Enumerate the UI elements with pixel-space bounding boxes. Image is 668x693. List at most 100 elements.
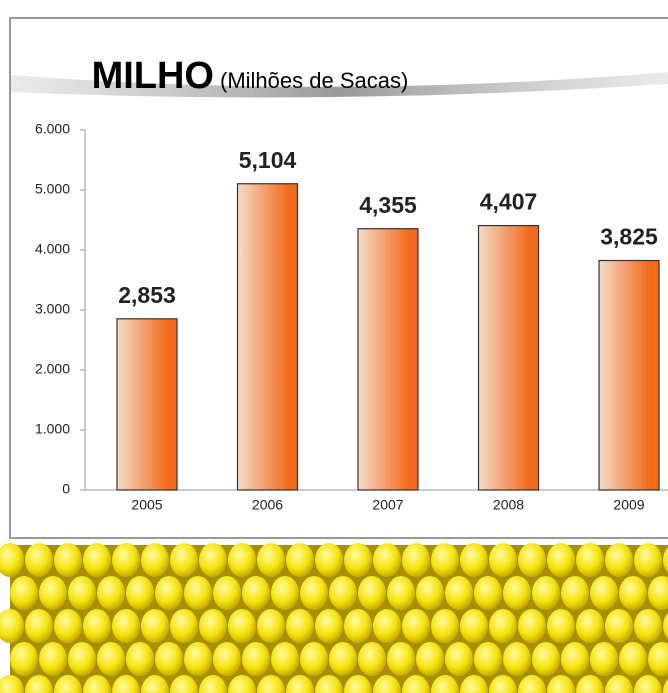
kernel — [126, 576, 154, 610]
kernel — [39, 642, 67, 676]
kernel — [576, 543, 604, 577]
bar — [598, 259, 660, 491]
kernel — [532, 642, 560, 676]
kernel — [271, 642, 299, 676]
value-label: 4,355 — [359, 192, 417, 218]
kernel — [329, 576, 357, 610]
kernel — [315, 543, 343, 577]
kernel — [0, 675, 24, 693]
kernel — [0, 543, 24, 577]
kernel — [402, 609, 430, 643]
kernel — [170, 675, 198, 693]
kernel — [474, 642, 502, 676]
kernel — [460, 543, 488, 577]
kernel — [83, 609, 111, 643]
kernel — [489, 543, 517, 577]
kernel — [648, 576, 668, 610]
kernel — [503, 576, 531, 610]
kernel — [576, 675, 604, 693]
kernel — [344, 675, 372, 693]
value-label: 4,407 — [480, 189, 538, 215]
kernel — [460, 609, 488, 643]
bar — [357, 228, 419, 491]
kernel — [286, 609, 314, 643]
kernel — [141, 609, 169, 643]
kernel — [663, 678, 668, 693]
kernel — [358, 576, 386, 610]
kernel — [503, 642, 531, 676]
kernel — [547, 543, 575, 577]
kernel — [0, 609, 24, 643]
kernel — [445, 576, 473, 610]
kernel — [199, 675, 227, 693]
kernel — [489, 675, 517, 693]
kernel — [83, 675, 111, 693]
kernel — [126, 642, 154, 676]
kernel — [373, 543, 401, 577]
kernel — [605, 675, 633, 693]
value-label: 2,853 — [118, 282, 176, 308]
kernel — [228, 543, 256, 577]
kernel — [431, 609, 459, 643]
kernel — [518, 675, 546, 693]
x-tick-label: 2005 — [131, 497, 162, 513]
kernel — [257, 543, 285, 577]
kernel — [605, 609, 633, 643]
kernel — [68, 576, 96, 610]
x-tick-label: 2008 — [493, 497, 524, 513]
value-label: 5,104 — [239, 147, 297, 173]
kernel — [329, 642, 357, 676]
kernel — [155, 642, 183, 676]
kernel — [112, 675, 140, 693]
y-tick-label: 3.000 — [35, 301, 70, 317]
kernel — [54, 609, 82, 643]
x-tick-label: 2006 — [252, 497, 283, 513]
kernel — [416, 576, 444, 610]
kernel — [242, 642, 270, 676]
kernel — [358, 642, 386, 676]
kernel — [373, 675, 401, 693]
kernel — [184, 576, 212, 610]
kernel — [315, 609, 343, 643]
kernel — [10, 642, 38, 676]
kernel — [300, 576, 328, 610]
corn-image — [0, 543, 668, 693]
y-tick-label: 1.000 — [35, 421, 70, 437]
kernel — [489, 609, 517, 643]
y-tick-label: 0 — [62, 481, 70, 497]
kernel — [228, 609, 256, 643]
kernel — [605, 543, 633, 577]
kernel — [213, 576, 241, 610]
kernel — [474, 576, 502, 610]
kernel — [242, 576, 270, 610]
kernel — [431, 675, 459, 693]
chart-subtitle: (Milhões de Sacas) — [220, 68, 408, 93]
kernel — [518, 609, 546, 643]
kernel — [402, 675, 430, 693]
kernel — [112, 609, 140, 643]
kernel — [184, 642, 212, 676]
kernel — [416, 642, 444, 676]
kernel — [228, 675, 256, 693]
kernel — [648, 642, 668, 676]
y-tick-label: 2.000 — [35, 361, 70, 377]
kernel — [373, 609, 401, 643]
kernel — [460, 675, 488, 693]
kernel — [344, 543, 372, 577]
kernel — [387, 576, 415, 610]
kernel — [518, 543, 546, 577]
kernel — [25, 609, 53, 643]
kernel — [344, 609, 372, 643]
kernel — [634, 609, 662, 643]
bar — [116, 318, 178, 491]
kernel — [39, 576, 67, 610]
kernel — [547, 675, 575, 693]
kernel — [97, 642, 125, 676]
bar — [236, 183, 299, 491]
kernel — [97, 576, 125, 610]
value-label: 3,825 — [600, 224, 658, 250]
kernel — [199, 609, 227, 643]
kernel — [25, 543, 53, 577]
kernel — [257, 609, 285, 643]
